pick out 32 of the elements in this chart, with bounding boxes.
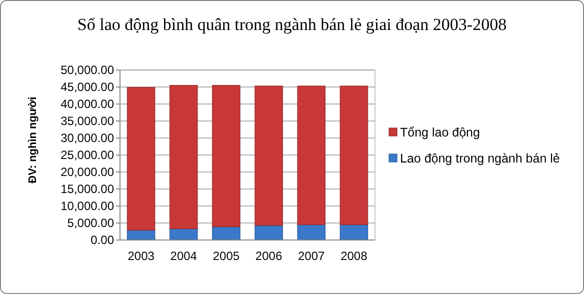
y-tick-label: 5,000.00 bbox=[67, 216, 114, 230]
y-tick-label: 0.00 bbox=[90, 233, 114, 248]
x-tick-label: 2005 bbox=[212, 249, 240, 263]
bar bbox=[212, 85, 240, 228]
x-tick-label: 2004 bbox=[170, 249, 198, 263]
bar bbox=[297, 224, 326, 240]
y-tick-label: 45,000.00 bbox=[60, 80, 114, 94]
chart-title: Số lao động bình quân trong ngành bán lẻ giai đoạn 2003-2008 bbox=[77, 15, 507, 34]
bar bbox=[212, 226, 240, 240]
x-tick-label: 2003 bbox=[128, 249, 155, 263]
bar bbox=[254, 225, 283, 240]
x-tick-label: 2007 bbox=[298, 249, 326, 263]
y-tick-label: 10,000.00 bbox=[60, 199, 114, 214]
bar bbox=[254, 86, 283, 226]
bar bbox=[170, 228, 198, 240]
legend-label: Lao động trong ngành bán lẻ bbox=[400, 151, 560, 166]
bar bbox=[340, 224, 368, 240]
legend-label: Tổng lao động bbox=[400, 125, 480, 140]
bar bbox=[126, 87, 156, 230]
y-tick-label: 40,000.00 bbox=[60, 97, 114, 112]
bar bbox=[297, 86, 326, 225]
x-tick-label: 2008 bbox=[340, 249, 368, 263]
y-tick-label: 25,000.00 bbox=[60, 148, 114, 162]
y-tick-label: 50,000.00 bbox=[60, 63, 114, 78]
x-tick-label: 2006 bbox=[255, 249, 282, 263]
y-axis-title: ĐV: nghìn người bbox=[27, 96, 39, 184]
y-tick-label: 35,000.00 bbox=[60, 114, 114, 128]
bar bbox=[170, 85, 198, 230]
y-tick-label: 20,000.00 bbox=[60, 165, 114, 180]
y-tick-label: 30,000.00 bbox=[60, 131, 114, 146]
y-tick-label: 15,000.00 bbox=[60, 182, 114, 196]
bar bbox=[340, 86, 368, 225]
